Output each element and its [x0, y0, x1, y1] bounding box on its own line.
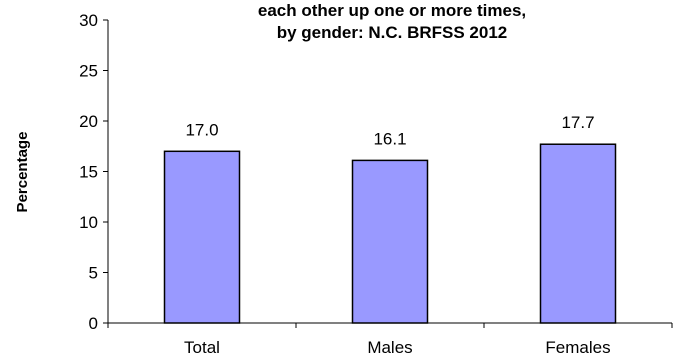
chart-title-line-1: each other up one or more times, — [258, 1, 526, 20]
data-labels: 17.0 16.1 17.7 — [185, 113, 594, 148]
y-axis-label: Percentage — [14, 132, 31, 213]
chart-title: each other up one or more times, by gend… — [258, 1, 526, 42]
bar-females — [539, 143, 617, 324]
bar-total — [163, 150, 241, 324]
y-tick-label: 15 — [79, 163, 98, 182]
bar-males — [351, 159, 429, 324]
data-label-females: 17.7 — [561, 113, 594, 132]
y-tick-label: 25 — [79, 62, 98, 81]
y-tick-label: 10 — [79, 213, 98, 232]
y-tick-label: 5 — [89, 264, 98, 283]
y-tick-label: 20 — [79, 112, 98, 131]
y-tick-label: 0 — [89, 314, 98, 333]
x-category-label-females: Females — [545, 338, 610, 357]
chart-title-line-2: by gender: N.C. BRFSS 2012 — [277, 23, 508, 42]
x-axis-categories: Total Males Females — [184, 338, 611, 357]
x-category-label-total: Total — [184, 338, 220, 357]
data-label-total: 17.0 — [185, 120, 218, 139]
bars — [163, 143, 617, 324]
x-category-label-males: Males — [367, 338, 412, 357]
y-tick-label: 30 — [79, 11, 98, 30]
data-label-males: 16.1 — [373, 129, 406, 148]
y-axis-ticks: 0 5 10 15 20 25 30 — [79, 11, 108, 333]
